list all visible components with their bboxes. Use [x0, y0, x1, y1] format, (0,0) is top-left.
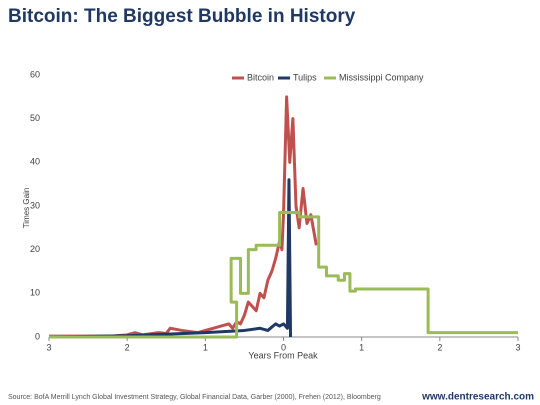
- y-tick-label: 30: [30, 200, 40, 210]
- series-line: [48, 178, 293, 339]
- x-tick-label: 3: [515, 342, 520, 352]
- website: www.dentresearch.com: [421, 392, 534, 403]
- y-axis-label: Times Gain: [22, 188, 31, 229]
- x-tick-label: 1: [203, 342, 208, 352]
- x-tick-label: 2: [125, 342, 130, 352]
- x-tick-label: 3: [46, 342, 51, 352]
- y-tick-label: 50: [30, 113, 40, 123]
- x-tick-label: 0: [281, 342, 286, 352]
- legend-label: Tulips: [293, 72, 317, 82]
- y-tick-label: 40: [30, 157, 40, 167]
- legend-label: Bitcoin: [247, 72, 274, 82]
- x-tick-label: 2: [437, 342, 442, 352]
- x-axis-label: Years From Peak: [248, 350, 318, 360]
- series-line: [49, 95, 318, 338]
- y-tick-label: 60: [30, 69, 40, 79]
- source-note: Source: BofA Merrill Lynch Global Invest…: [8, 394, 381, 401]
- legend-label: Mississippi Company: [339, 72, 424, 82]
- series-line: [49, 211, 518, 339]
- y-tick-label: 0: [35, 331, 40, 341]
- chart-title: Bitcoin: The Biggest Bubble in History: [8, 6, 356, 27]
- x-tick-label: 1: [359, 342, 364, 352]
- y-tick-label: 10: [30, 288, 40, 298]
- y-tick-label: 20: [30, 244, 40, 254]
